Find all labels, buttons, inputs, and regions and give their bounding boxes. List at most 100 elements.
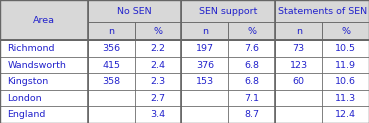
Text: 11.9: 11.9 (335, 61, 356, 70)
Bar (182, 0, 275, 22)
Text: 8.7: 8.7 (244, 110, 259, 119)
Bar (0, 73, 88, 90)
Bar (88, 0, 182, 22)
Bar (322, 73, 369, 90)
Bar (275, 0, 369, 22)
Bar (88, 90, 135, 106)
Text: 7.1: 7.1 (244, 94, 259, 103)
Bar (182, 57, 228, 73)
Bar (322, 73, 369, 90)
Text: No SEN: No SEN (117, 7, 152, 16)
Bar (0, 57, 88, 73)
Text: 6.8: 6.8 (244, 77, 259, 86)
Bar (88, 106, 135, 123)
Bar (182, 73, 228, 90)
Bar (275, 57, 322, 73)
Text: London: London (7, 94, 42, 103)
Text: 7.6: 7.6 (244, 44, 259, 53)
Bar (275, 90, 322, 106)
Bar (228, 57, 275, 73)
Bar (275, 40, 322, 57)
Bar (275, 90, 322, 106)
Text: 2.3: 2.3 (151, 77, 166, 86)
Text: 2.2: 2.2 (151, 44, 166, 53)
Bar (182, 106, 228, 123)
Text: 356: 356 (102, 44, 120, 53)
Text: Statements of SEN: Statements of SEN (277, 7, 367, 16)
Bar (275, 73, 322, 90)
Bar (0, 57, 88, 73)
Text: 3.4: 3.4 (151, 110, 166, 119)
Bar (88, 90, 135, 106)
Bar (135, 22, 182, 40)
Bar (182, 22, 228, 40)
Bar (275, 106, 322, 123)
Bar (228, 22, 275, 40)
Bar (135, 73, 182, 90)
Text: 12.4: 12.4 (335, 110, 356, 119)
Bar (0, 90, 88, 106)
Bar (275, 106, 322, 123)
Text: n: n (108, 27, 114, 36)
Bar (182, 90, 228, 106)
Bar (228, 73, 275, 90)
Bar (322, 22, 369, 40)
Bar (135, 90, 182, 106)
Bar (135, 57, 182, 73)
Bar (228, 106, 275, 123)
Bar (182, 106, 228, 123)
Text: 10.6: 10.6 (335, 77, 356, 86)
Text: 153: 153 (196, 77, 214, 86)
Text: n: n (202, 27, 208, 36)
Bar (228, 40, 275, 57)
Bar (322, 40, 369, 57)
Bar (88, 73, 135, 90)
Bar (228, 73, 275, 90)
Bar (275, 40, 322, 57)
Bar (0, 106, 88, 123)
Bar (182, 40, 228, 57)
Bar (135, 57, 182, 73)
Bar (88, 40, 135, 57)
Text: 11.3: 11.3 (335, 94, 356, 103)
Bar (322, 90, 369, 106)
Bar (322, 106, 369, 123)
Bar (135, 106, 182, 123)
Bar (275, 22, 322, 40)
Text: 415: 415 (102, 61, 120, 70)
Bar (322, 57, 369, 73)
Bar (0, 0, 88, 40)
Bar (88, 40, 135, 57)
Bar (0, 40, 88, 57)
Text: %: % (247, 27, 256, 36)
Text: 2.4: 2.4 (151, 61, 166, 70)
Bar (322, 40, 369, 57)
Bar (275, 57, 322, 73)
Bar (182, 40, 228, 57)
Bar (135, 40, 182, 57)
Bar (88, 57, 135, 73)
Bar (0, 90, 88, 106)
Text: n: n (296, 27, 302, 36)
Text: Area: Area (33, 16, 55, 25)
Bar (88, 106, 135, 123)
Bar (322, 90, 369, 106)
Bar (0, 106, 88, 123)
Bar (228, 106, 275, 123)
Text: 376: 376 (196, 61, 214, 70)
Bar (322, 22, 369, 40)
Bar (0, 0, 88, 40)
Bar (135, 106, 182, 123)
Bar (0, 73, 88, 90)
Bar (135, 40, 182, 57)
Text: 123: 123 (290, 61, 308, 70)
Bar (88, 22, 135, 40)
Text: %: % (341, 27, 350, 36)
Bar (0, 40, 88, 57)
Text: 60: 60 (293, 77, 305, 86)
Bar (135, 73, 182, 90)
Bar (322, 57, 369, 73)
Bar (322, 106, 369, 123)
Bar (88, 0, 182, 22)
Bar (228, 90, 275, 106)
